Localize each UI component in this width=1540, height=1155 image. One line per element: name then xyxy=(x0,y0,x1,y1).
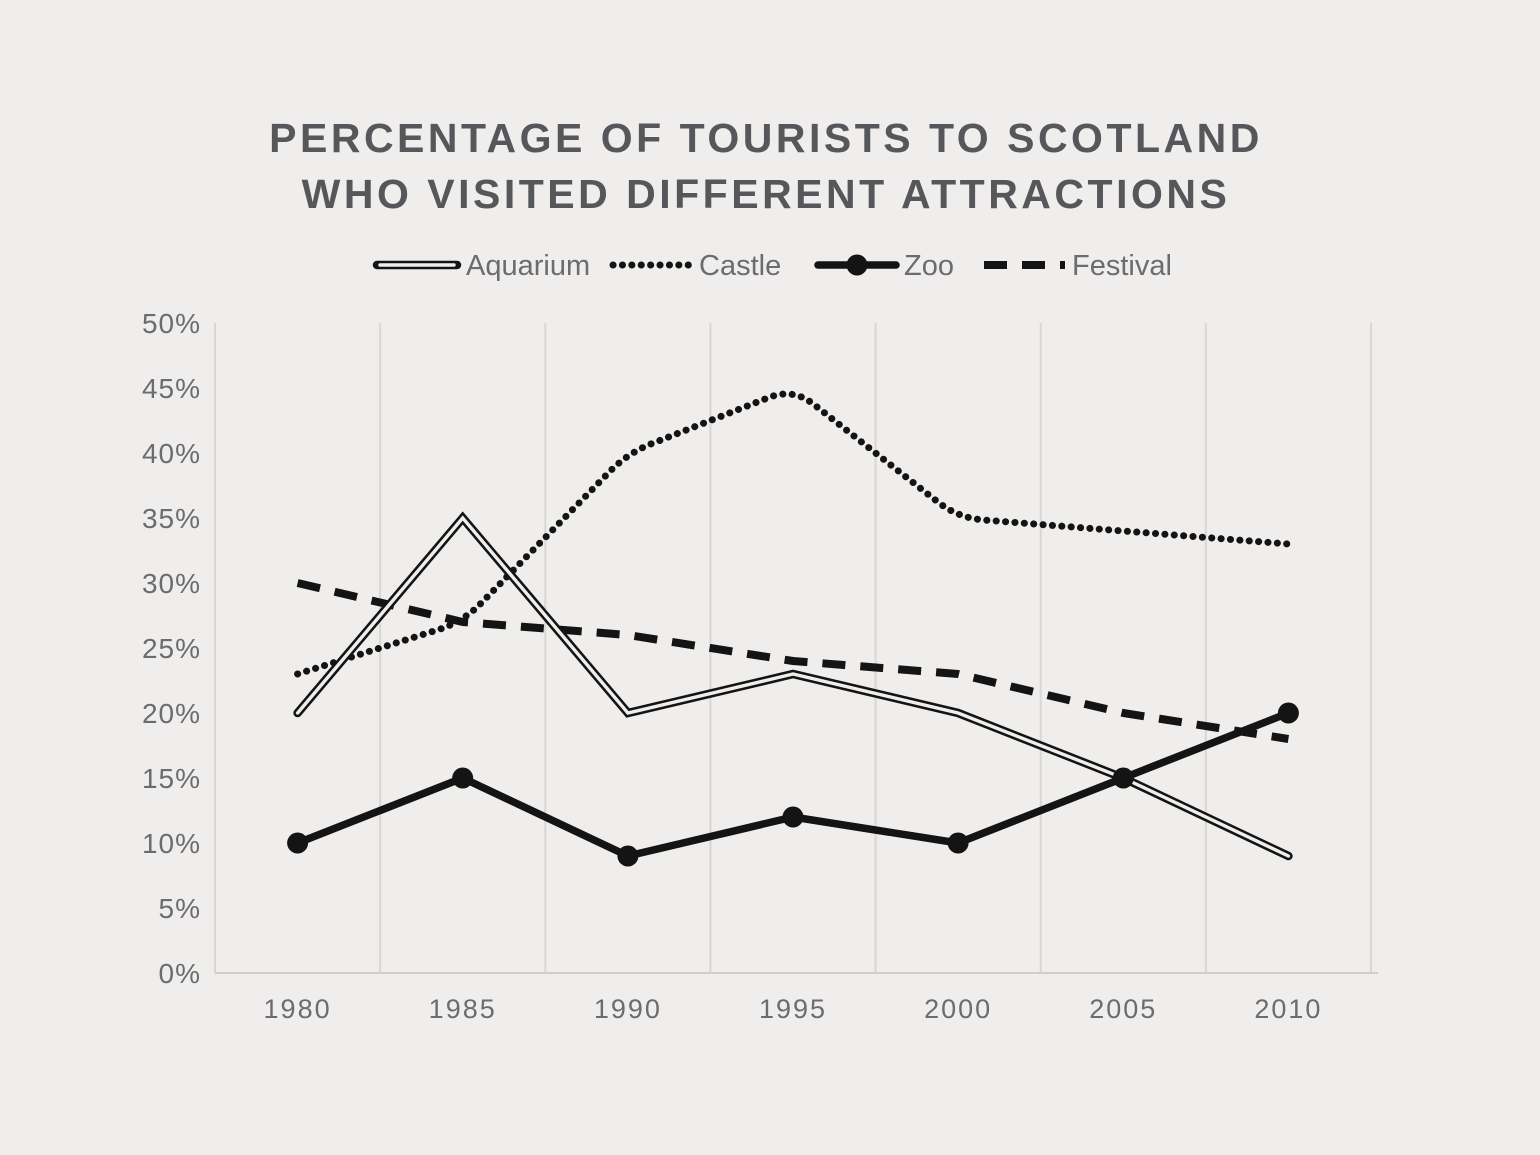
gridlines xyxy=(214,323,1378,974)
legend-item-castle: Castle xyxy=(609,250,781,282)
series-zoo-marker xyxy=(287,832,309,854)
series-castle-line xyxy=(294,390,1292,678)
y-tick-label: 25% xyxy=(142,633,201,664)
x-tick-label: 1990 xyxy=(594,994,662,1024)
y-tick-label: 50% xyxy=(142,308,201,339)
chart-title: PERCENTAGE OF TOURISTS TO SCOTLAND WHO V… xyxy=(269,115,1263,217)
y-tick-label: 45% xyxy=(142,373,201,404)
series-aquarium-line-core xyxy=(295,515,1291,858)
chart-legend: Aquarium Castle Zoo Festival xyxy=(372,250,1172,282)
y-axis-labels: 0% 5% 10% 15% 20% 25% 30% 35% 40% 45% 50% xyxy=(142,308,201,989)
y-tick-label: 0% xyxy=(159,958,201,989)
series-zoo-marker xyxy=(452,767,474,789)
chart-series xyxy=(287,390,1299,867)
series-zoo-marker xyxy=(617,845,639,867)
legend-label-castle: Castle xyxy=(699,250,781,282)
x-tick-label: 2000 xyxy=(924,994,992,1024)
series-zoo-marker xyxy=(1112,767,1134,789)
x-tick-label: 2010 xyxy=(1254,994,1322,1024)
series-zoo-marker xyxy=(782,806,804,828)
chart-title-line1: PERCENTAGE OF TOURISTS TO SCOTLAND xyxy=(269,115,1263,161)
legend-label-aquarium: Aquarium xyxy=(466,250,590,282)
y-tick-label: 15% xyxy=(142,763,201,794)
x-tick-label: 1985 xyxy=(429,994,497,1024)
series-zoo-marker xyxy=(1277,702,1299,724)
chart-title-line2: WHO VISITED DIFFERENT ATTRACTIONS xyxy=(302,171,1231,217)
y-tick-label: 35% xyxy=(142,503,201,534)
y-tick-label: 10% xyxy=(142,828,201,859)
zoo-marker-swatch xyxy=(846,254,868,276)
series-festival-line xyxy=(296,579,1290,743)
legend-item-festival: Festival xyxy=(984,250,1172,282)
x-tick-label: 1995 xyxy=(759,994,827,1024)
series-zoo-marker xyxy=(947,832,969,854)
series-aquarium-line xyxy=(293,511,1293,861)
x-tick-label: 1980 xyxy=(264,994,332,1024)
x-axis-labels: 1980 1985 1990 1995 2000 2005 2010 xyxy=(264,994,1322,1024)
y-tick-label: 30% xyxy=(142,568,201,599)
legend-label-zoo: Zoo xyxy=(904,250,954,282)
legend-item-aquarium: Aquarium xyxy=(372,250,590,282)
y-tick-label: 40% xyxy=(142,438,201,469)
y-tick-label: 5% xyxy=(159,893,201,924)
legend-label-festival: Festival xyxy=(1072,250,1172,282)
y-tick-label: 20% xyxy=(142,698,201,729)
legend-item-zoo: Zoo xyxy=(814,250,954,282)
x-tick-label: 2005 xyxy=(1089,994,1157,1024)
